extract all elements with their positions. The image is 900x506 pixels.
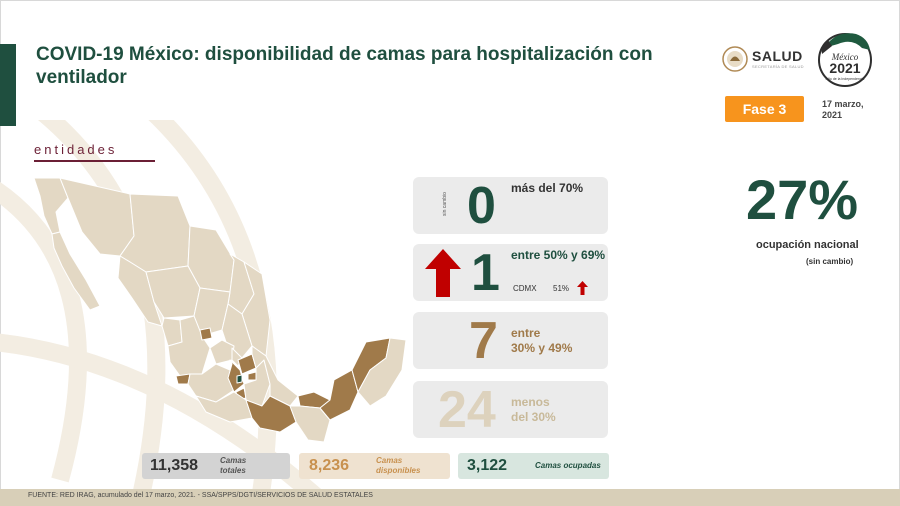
stat-total-beds-label-line2: totales <box>220 466 246 475</box>
label-under-30-line1: menos <box>511 395 550 409</box>
phase-badge: Fase 3 <box>725 96 804 122</box>
state-quintana-roo <box>357 337 407 407</box>
stat-total-beds: 11,358 Camas totales <box>142 453 290 479</box>
state-baja-california-sur <box>51 231 101 311</box>
section-label: entidades <box>34 142 118 157</box>
logo-2021-line2: Año de la Independencia <box>826 77 865 81</box>
state-sonora <box>59 177 135 257</box>
mexico-states-map <box>33 177 407 443</box>
stat-occupied-beds-label: Camas ocupadas <box>535 461 601 470</box>
count-30-49: 7 <box>469 312 498 370</box>
section-underline <box>34 160 155 162</box>
stat-total-beds-label-line1: Camas <box>220 456 247 465</box>
state-cdmx <box>236 374 243 384</box>
salud-logo-sub: SECRETARÍA DE SALUD <box>752 64 804 69</box>
report-date: 17 marzo, 2021 <box>822 99 864 121</box>
year-2021-logo: México 2021 Año de la Independencia <box>818 33 872 87</box>
footer-bar: FUENTE: RED IRAG, acumulado del 17 marzo… <box>0 489 900 506</box>
arrow-up-icon <box>425 249 461 297</box>
stat-occupied-beds: 3,122 Camas ocupadas <box>458 453 609 479</box>
stat-available-beds: 8,236 Camas disponibles <box>299 453 450 479</box>
report-date-line2: 2021 <box>822 110 843 120</box>
stat-available-beds-label-line1: Camas <box>376 456 403 465</box>
stat-total-beds-value: 11,358 <box>150 457 199 474</box>
category-card-over-70 <box>413 177 608 234</box>
report-date-line1: 17 marzo, <box>822 99 864 109</box>
label-under-30-line2: del 30% <box>511 410 556 424</box>
national-occupancy-note: (sin cambio) <box>806 257 854 266</box>
page-title: COVID-19 México: disponibilidad de camas… <box>36 44 653 88</box>
arrow-up-small-icon <box>577 281 588 295</box>
stat-total-beds-label: Camas totales <box>220 456 246 476</box>
eagle-emblem-icon <box>722 46 748 72</box>
label-over-70: más del 70% <box>511 181 584 195</box>
national-occupancy-pct: 27% <box>746 168 859 231</box>
logo-2021-line1: México <box>831 52 859 62</box>
footer-source: FUENTE: RED IRAG, acumulado del 17 marzo… <box>28 492 373 499</box>
salud-logo: SALUD SECRETARÍA DE SALUD <box>722 44 812 74</box>
state-chiapas <box>289 405 331 443</box>
label-30-49-line1: entre <box>511 326 541 340</box>
category-card-30-49 <box>413 312 608 369</box>
count-50-69: 1 <box>471 244 500 302</box>
count-under-30: 24 <box>438 381 496 439</box>
count-over-70: 0 <box>467 177 496 235</box>
title-accent-bar <box>0 44 16 126</box>
state-tlaxcala <box>247 371 257 381</box>
state-name-cdmx: CDMX <box>513 284 537 293</box>
state-jalisco <box>167 315 211 377</box>
label-under-30: menos del 30% <box>511 395 601 425</box>
state-aguascalientes <box>199 327 213 341</box>
stat-available-beds-label-line2: disponibles <box>376 466 421 475</box>
no-change-note-vertical: sin cambio <box>440 185 450 225</box>
category-card-under-30 <box>413 381 608 438</box>
stat-available-beds-value: 8,236 <box>309 457 350 474</box>
state-campeche <box>319 369 359 421</box>
label-30-49: entre 30% y 49% <box>511 326 601 356</box>
state-nayarit <box>161 317 183 347</box>
label-50-69: entre 50% y 69% <box>511 248 606 262</box>
logo-2021-year: 2021 <box>829 60 860 76</box>
stat-occupied-beds-value: 3,122 <box>467 457 508 474</box>
national-occupancy-label: ocupación nacional <box>756 239 859 251</box>
salud-logo-word: SALUD <box>752 48 803 64</box>
stat-available-beds-label: Camas disponibles <box>376 456 420 476</box>
state-pct-cdmx: 51% <box>553 284 570 293</box>
label-30-49-line2: 30% y 49% <box>511 341 573 355</box>
no-change-note-text: sin cambio <box>442 192 448 216</box>
